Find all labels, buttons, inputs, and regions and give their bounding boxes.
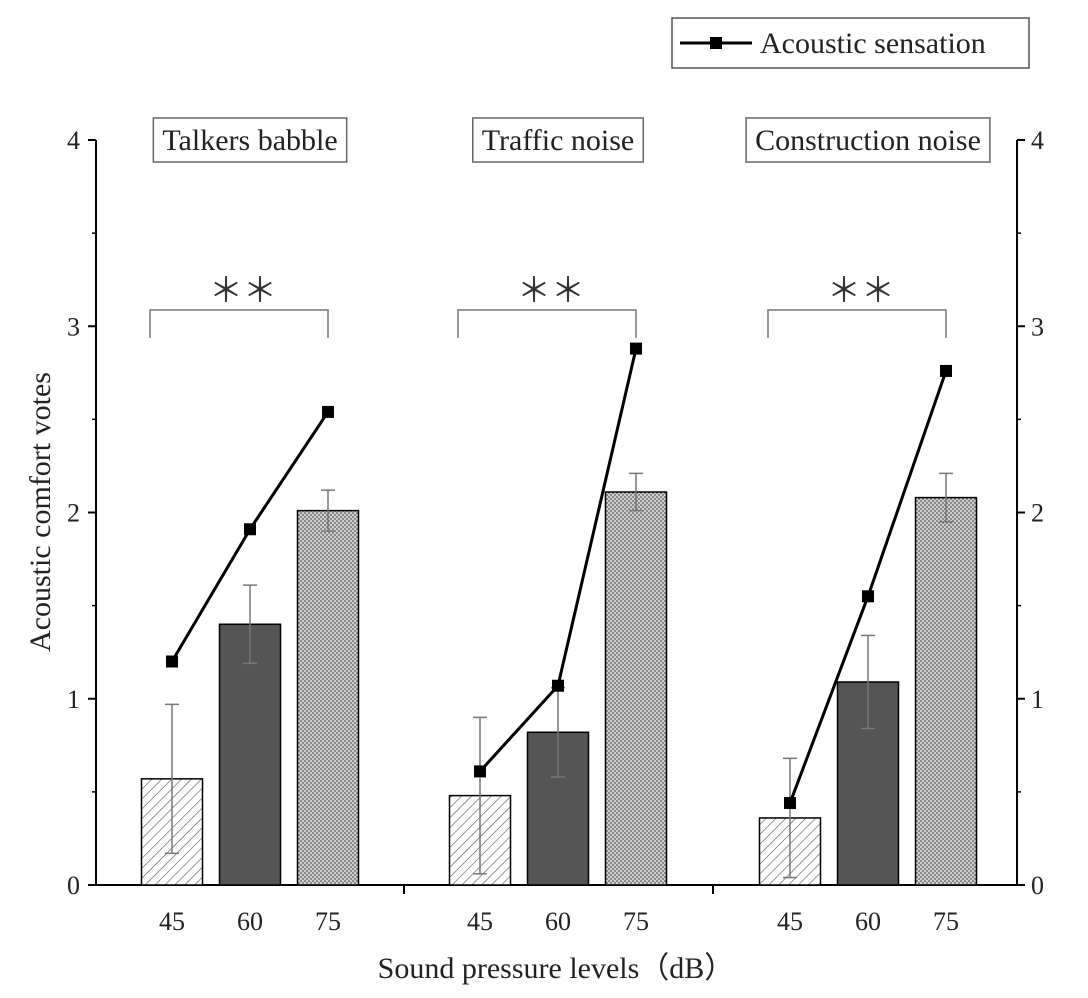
- y-tick-label-right: 3: [1031, 312, 1044, 341]
- significance-bracket: [149, 309, 329, 338]
- x-tick-label: 60: [237, 907, 263, 936]
- y-tick-label-right: 2: [1031, 499, 1044, 528]
- bar-group-2: Traffic noise ＊＊: [448, 117, 668, 886]
- sensation-marker: [474, 765, 486, 778]
- y-tick-label-right: 0: [1031, 871, 1044, 900]
- group-label: Talkers babble: [162, 124, 337, 157]
- x-tick-label: 45: [467, 907, 493, 936]
- sensation-marker: [940, 364, 952, 377]
- y-ticks: 0 0 1 1 2 2 3 3 4 4: [67, 126, 1044, 900]
- significance-label: ＊＊: [827, 273, 895, 310]
- y-tick-label-left: 2: [67, 499, 80, 528]
- x-tick-label: 75: [933, 907, 959, 936]
- bar: [914, 496, 978, 886]
- significance-label: ＊＊: [209, 273, 277, 310]
- sensation-marker: [630, 342, 642, 355]
- y-tick-label-left: 1: [67, 685, 80, 714]
- x-axis-title: Sound pressure levels（dB）: [378, 952, 735, 985]
- x-tick-label: 75: [623, 907, 649, 936]
- group-label-box: [152, 117, 348, 163]
- y-tick-label-left: 3: [67, 312, 80, 341]
- x-ticks: 45 60 75 45 60 75 45 60 75: [159, 885, 959, 936]
- y-tick-label-right: 1: [1031, 685, 1044, 714]
- x-tick-label: 45: [159, 907, 185, 936]
- bar-group-3: Construction noise ＊＊: [745, 117, 991, 886]
- x-tick-label: 60: [545, 907, 571, 936]
- x-tick-label: 75: [315, 907, 341, 936]
- sensation-marker: [244, 523, 256, 536]
- bar: [218, 623, 282, 886]
- bar-groups: Talkers babble＊＊Traffic noise＊＊Construct…: [140, 117, 991, 886]
- legend-label: Acoustic sensation: [760, 27, 986, 60]
- sensation-marker: [552, 679, 564, 692]
- sensation-marker: [784, 797, 796, 810]
- significance-bracket: [457, 309, 637, 338]
- sensation-marker: [166, 655, 178, 668]
- x-tick-label: 45: [777, 907, 803, 936]
- group-label-box: [472, 117, 644, 163]
- significance-label: ＊＊: [517, 273, 585, 310]
- group-label: Traffic noise: [482, 124, 635, 157]
- y-tick-label-left: 0: [67, 871, 80, 900]
- y-axis-title: Acoustic comfort votes: [24, 372, 57, 652]
- y-tick-label-right: 4: [1031, 126, 1044, 155]
- bar-group-1: Talkers babble ＊＊: [140, 117, 360, 886]
- sensation-marker: [322, 405, 334, 418]
- legend: Acoustic sensation: [671, 17, 1030, 69]
- legend-marker-icon: [710, 37, 722, 49]
- group-label-box: [745, 117, 991, 163]
- group-label: Construction noise: [755, 124, 981, 157]
- bar: [604, 491, 668, 886]
- y-tick-label-left: 4: [67, 126, 80, 155]
- significance-bracket: [767, 309, 947, 338]
- x-tick-label: 60: [855, 907, 881, 936]
- sensation-marker: [862, 590, 874, 603]
- bar: [296, 509, 360, 886]
